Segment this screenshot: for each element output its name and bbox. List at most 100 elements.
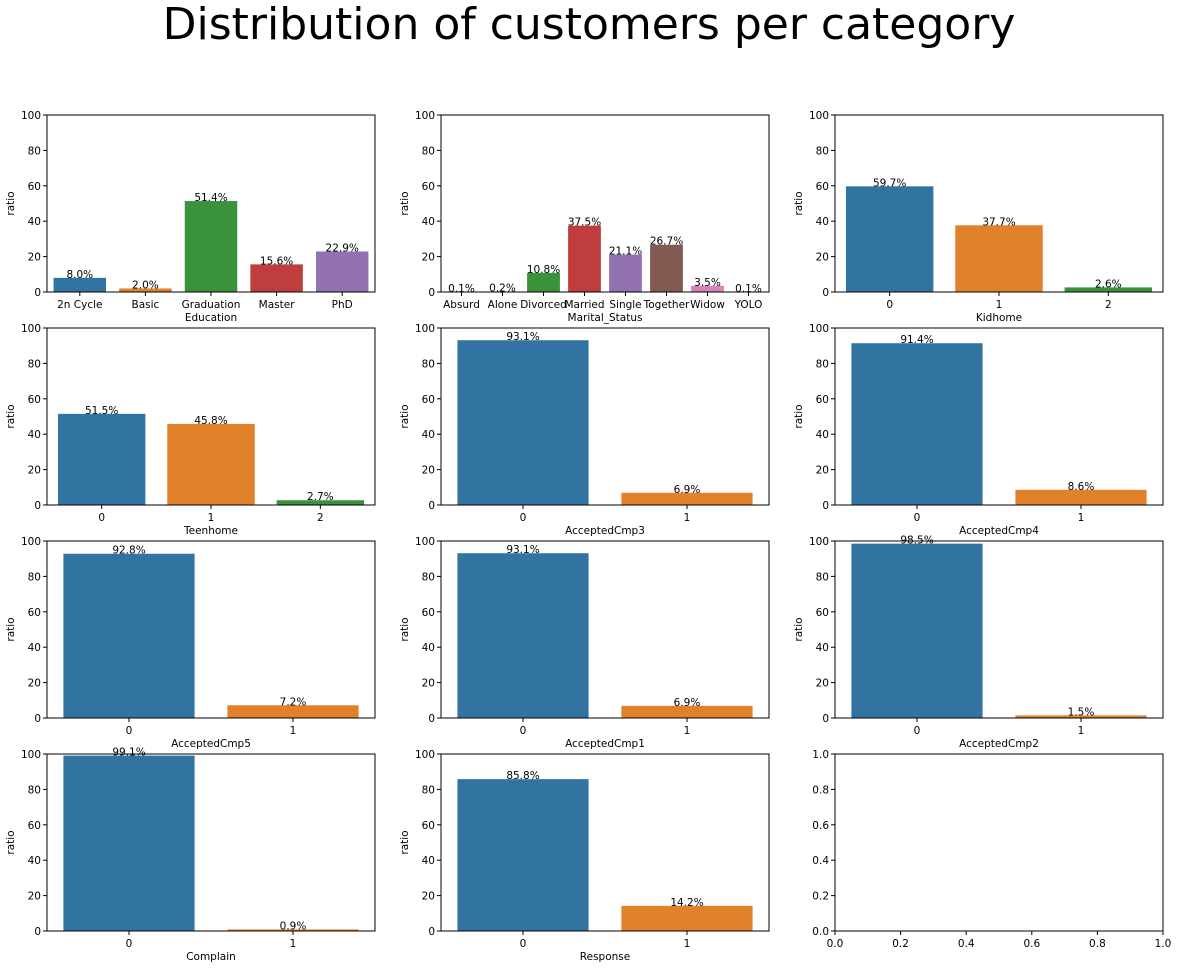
bar-Single — [609, 254, 642, 292]
bar-Widow — [691, 285, 724, 292]
subplot-12: 0.0 0.2 0.4 0.6 0.8 1.0 0.0 0.2 0.4 0.6 0.8 1.0 — [812, 749, 1171, 950]
axes-frame — [834, 327, 1164, 506]
data-label: 91.4% — [900, 334, 933, 346]
x-tick-label: 0.6 — [1023, 938, 1040, 950]
y-tick-label: 40 — [816, 429, 829, 441]
x-tick-label: 1 — [290, 938, 297, 950]
x-tick-label: Single — [609, 299, 641, 311]
y-tick-label: 100 — [809, 536, 829, 548]
x-tick-label: 1 — [1078, 725, 1085, 737]
bar-Graduation — [184, 201, 238, 292]
axes-frame — [440, 114, 770, 293]
bar-Basic — [119, 288, 172, 292]
x-tick-label: Together — [643, 299, 690, 311]
data-label: 0.9% — [280, 920, 307, 932]
subplot-1: 0 20 40 60 80 100 8.0% 2n Cycle 2.0% Basic 51.4% Gr… — [5, 110, 376, 324]
x-axis-label: Marital_Status — [568, 312, 643, 324]
y-tick-label: 100 — [809, 323, 829, 335]
y-tick-label: 0.0 — [812, 926, 829, 938]
y-tick-label: 100 — [21, 749, 41, 761]
data-label: 37.5% — [568, 217, 601, 229]
x-tick-label: 2 — [317, 512, 324, 524]
y-tick-label: 0 — [428, 500, 435, 512]
x-tick-label: 0.2 — [892, 938, 909, 950]
x-tick-label: Master — [259, 299, 296, 311]
data-label: 10.8% — [527, 264, 560, 276]
y-axis-label: ratio — [399, 617, 411, 641]
y-tick-label: 0 — [34, 926, 41, 938]
y-axis-label: ratio — [793, 617, 805, 641]
y-tick-label: 0 — [428, 926, 435, 938]
bar-Married — [568, 225, 601, 292]
data-label: 93.1% — [506, 544, 539, 556]
data-label: 22.9% — [326, 242, 359, 254]
x-axis-label: Response — [580, 951, 630, 963]
bar-0 — [457, 553, 589, 718]
x-axis-label: AcceptedCmp1 — [565, 738, 645, 750]
y-axis-label: ratio — [399, 404, 411, 428]
y-tick-label: 20 — [422, 891, 435, 903]
x-tick-label: 0 — [98, 512, 105, 524]
y-tick-label: 40 — [422, 216, 435, 228]
y-tick-label: 60 — [816, 181, 829, 193]
subplot-10: 0 20 40 60 80 100 99.1% 0 0.9% 1 Complain ratio — [5, 747, 376, 963]
x-tick-label: 1 — [684, 512, 691, 524]
y-tick-label: 100 — [21, 110, 41, 122]
data-label: 85.8% — [506, 770, 539, 782]
y-tick-label: 80 — [28, 784, 41, 796]
bar-2n Cycle — [53, 277, 107, 292]
bar-0 — [851, 343, 983, 505]
y-tick-label: 20 — [816, 678, 829, 690]
bar-1 — [1015, 715, 1147, 718]
x-tick-label: 2 — [1105, 299, 1112, 311]
data-label: 6.9% — [674, 484, 701, 496]
bar-0 — [457, 340, 589, 505]
y-tick-label: 100 — [21, 323, 41, 335]
y-axis-label: ratio — [399, 830, 411, 854]
data-label: 3.5% — [694, 277, 721, 289]
figure-title: Distribution of customers per category — [162, 0, 1016, 50]
data-label: 1.5% — [1068, 706, 1095, 718]
bar-PhD — [315, 251, 369, 292]
y-tick-label: 100 — [415, 110, 435, 122]
x-axis-label: Kidhome — [976, 312, 1022, 324]
bar-1 — [621, 492, 753, 505]
data-label: 99.1% — [112, 747, 145, 759]
bar-0 — [845, 186, 934, 292]
y-tick-label: 80 — [816, 358, 829, 370]
y-tick-label: 100 — [415, 323, 435, 335]
x-tick-label: Absurd — [443, 299, 480, 311]
subplot-11: 0 20 40 60 80 100 85.8% 0 14.2% 1 Response ratio — [399, 749, 770, 963]
x-tick-label: 1 — [208, 512, 215, 524]
bar-1 — [227, 705, 359, 718]
y-tick-label: 60 — [422, 394, 435, 406]
data-label: 51.5% — [85, 405, 118, 417]
y-tick-label: 40 — [816, 642, 829, 654]
axes-frame — [440, 327, 770, 506]
bar-0 — [851, 543, 983, 718]
data-label: 92.8% — [112, 545, 145, 557]
y-tick-label: 20 — [422, 465, 435, 477]
axes-frame — [440, 753, 770, 932]
y-tick-label: 60 — [422, 607, 435, 619]
y-axis-label: ratio — [399, 191, 411, 215]
y-tick-label: 40 — [422, 855, 435, 867]
x-tick-label: 0 — [914, 512, 921, 524]
y-tick-label: 0.2 — [812, 891, 829, 903]
y-tick-label: 40 — [28, 855, 41, 867]
y-tick-label: 100 — [21, 536, 41, 548]
axes-frame — [46, 753, 376, 932]
bar-1 — [227, 929, 359, 931]
y-tick-label: 100 — [809, 110, 829, 122]
y-tick-label: 80 — [28, 571, 41, 583]
y-tick-label: 20 — [28, 252, 41, 264]
data-label: 26.7% — [650, 236, 683, 248]
data-label: 14.2% — [670, 897, 703, 909]
y-tick-label: 60 — [28, 394, 41, 406]
x-tick-label: Married — [565, 299, 605, 311]
y-tick-label: 40 — [422, 429, 435, 441]
y-tick-label: 60 — [28, 607, 41, 619]
x-axis-label: AcceptedCmp2 — [959, 738, 1039, 750]
y-tick-label: 0 — [822, 287, 829, 299]
